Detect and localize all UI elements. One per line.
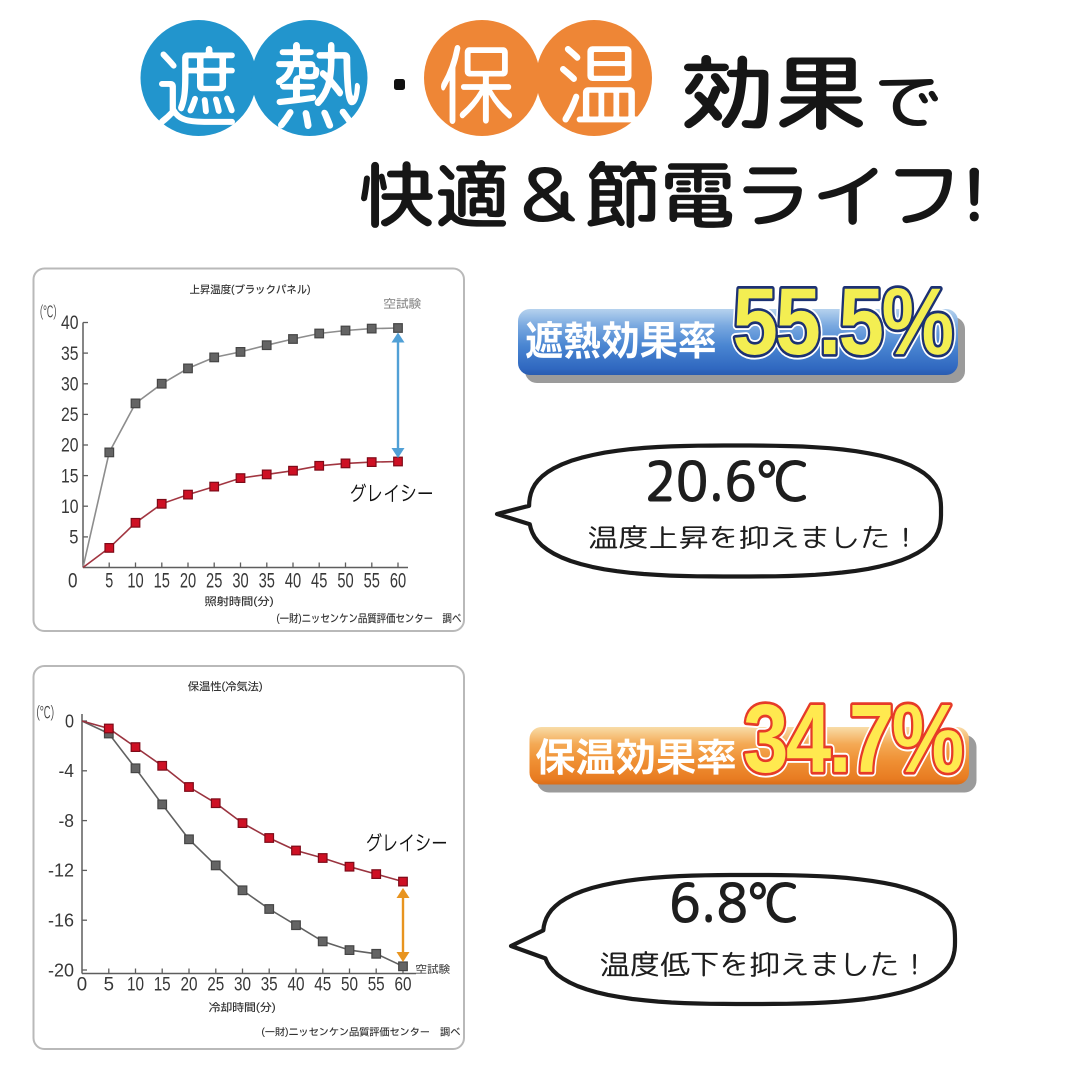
svg-text:-20: -20: [48, 960, 74, 980]
svg-text:10: 10: [127, 569, 143, 593]
svg-text:25: 25: [61, 405, 79, 426]
svg-text:45: 45: [314, 975, 331, 996]
svg-text:15: 15: [61, 466, 79, 487]
svg-text:35: 35: [261, 975, 278, 996]
svg-text:0: 0: [65, 711, 74, 731]
svg-text:55: 55: [364, 569, 380, 593]
svg-text:20: 20: [61, 436, 79, 457]
svg-text:-16: -16: [48, 911, 74, 931]
svg-text:-4: -4: [59, 761, 75, 781]
svg-text:30: 30: [61, 374, 79, 395]
svg-text:35: 35: [61, 344, 79, 365]
svg-text:15: 15: [154, 975, 171, 996]
svg-text:10: 10: [127, 975, 144, 996]
svg-text:5: 5: [69, 528, 78, 549]
svg-text:40: 40: [285, 569, 301, 593]
svg-text:-12: -12: [48, 861, 74, 881]
svg-text:35: 35: [259, 569, 275, 593]
svg-text:15: 15: [154, 569, 170, 593]
svg-text:40: 40: [61, 313, 79, 334]
svg-text:-8: -8: [59, 811, 75, 831]
svg-text:40: 40: [288, 975, 305, 996]
svg-text:20: 20: [180, 569, 196, 593]
svg-text:25: 25: [206, 569, 222, 593]
svg-text:0: 0: [68, 569, 78, 593]
svg-text:25: 25: [207, 975, 224, 996]
svg-text:5: 5: [105, 569, 113, 593]
svg-text:0: 0: [77, 975, 87, 996]
svg-text:50: 50: [341, 975, 358, 996]
svg-text:30: 30: [234, 975, 251, 996]
svg-text:55: 55: [368, 975, 385, 996]
svg-text:20: 20: [181, 975, 198, 996]
svg-text:5: 5: [104, 975, 114, 996]
svg-text:60: 60: [390, 569, 406, 593]
svg-text:30: 30: [232, 569, 248, 593]
svg-text:60: 60: [395, 975, 412, 996]
svg-text:50: 50: [337, 569, 353, 593]
svg-text:10: 10: [61, 497, 79, 518]
svg-text:45: 45: [311, 569, 327, 593]
